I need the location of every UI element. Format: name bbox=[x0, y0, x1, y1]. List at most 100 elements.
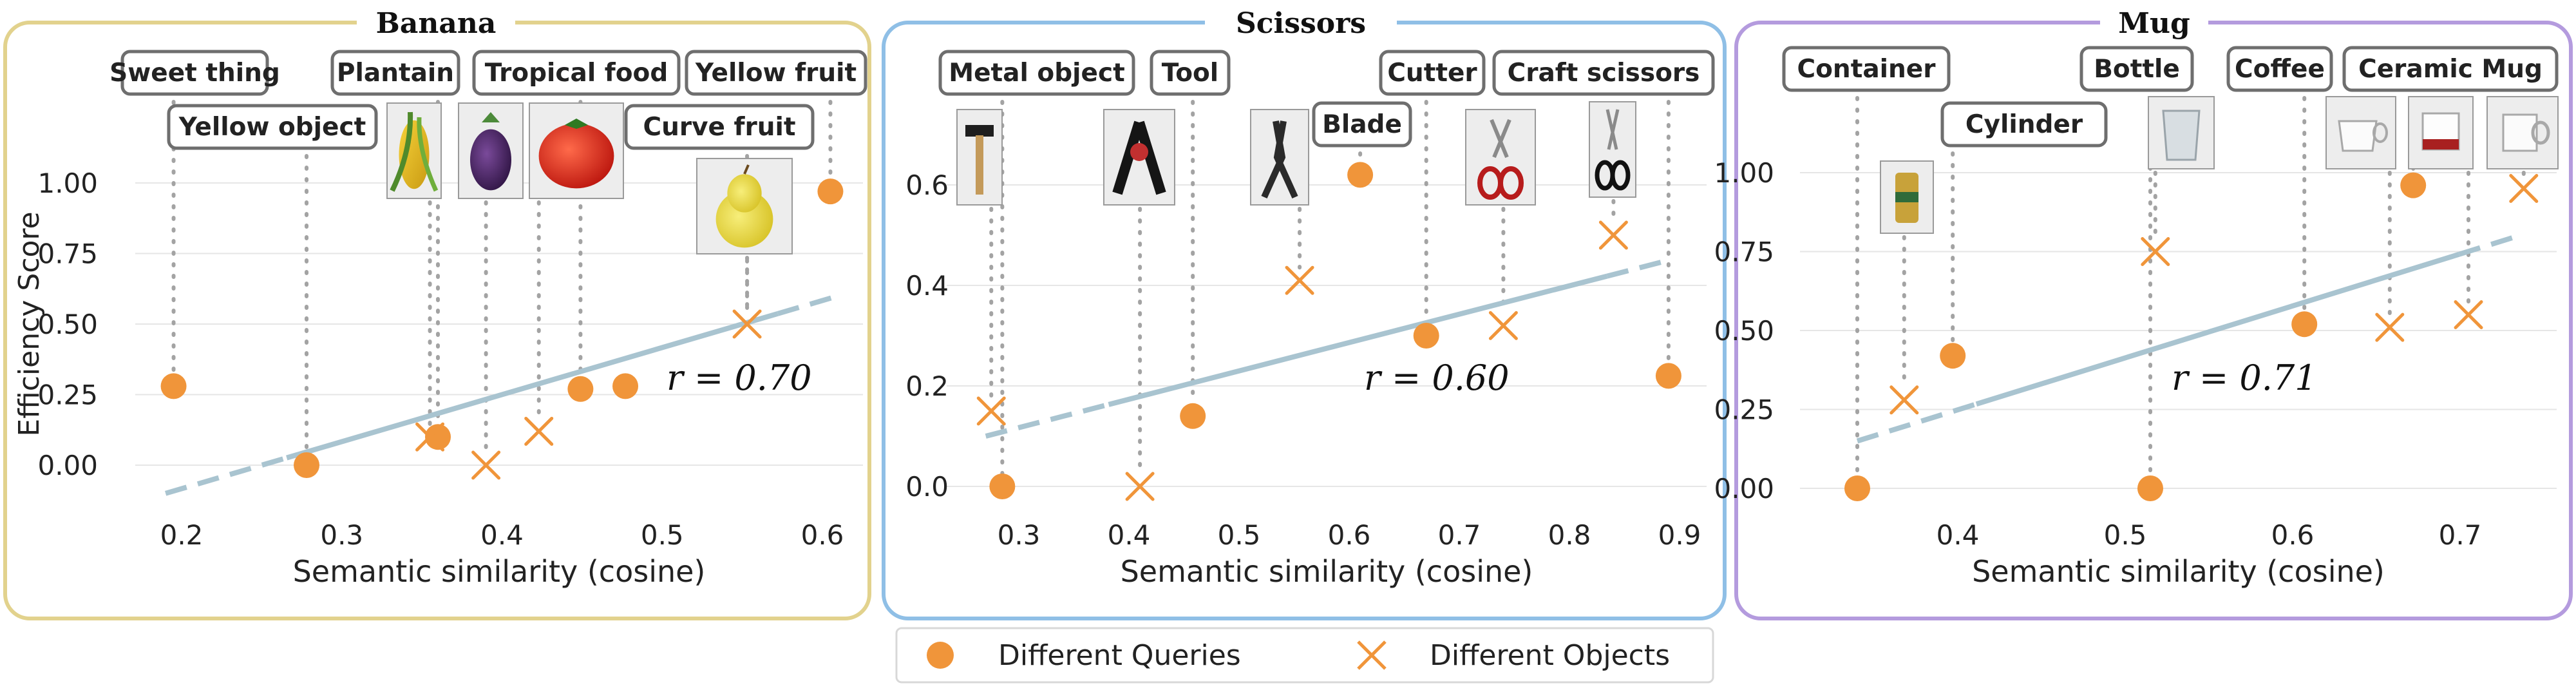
data-point-query bbox=[160, 373, 187, 399]
y-tick-label: 0.2 bbox=[905, 370, 949, 402]
data-point-query bbox=[1844, 475, 1870, 501]
annotation-cutter: Cutter bbox=[1379, 50, 1486, 96]
trend-line-dashed-start bbox=[164, 455, 288, 496]
annotation-label: Sweet thing bbox=[109, 59, 280, 88]
y-tick-label: 0.4 bbox=[905, 270, 949, 302]
correlation-label: r = 0.71 bbox=[2172, 358, 2317, 398]
y-tick-label: 0.0 bbox=[905, 471, 949, 503]
hammer-photo bbox=[956, 109, 1003, 206]
data-point-query bbox=[1180, 403, 1206, 429]
annotation-label: Blade bbox=[1322, 110, 1402, 139]
y-axis-label: Efficiency Score bbox=[13, 211, 46, 436]
x-axis-label: Semantic similarity (cosine) bbox=[1121, 554, 1533, 589]
clamp-photo bbox=[1103, 109, 1175, 206]
trend-line bbox=[286, 311, 779, 461]
white-mug-photo bbox=[2486, 96, 2559, 169]
x-tick-label: 0.5 bbox=[1218, 519, 1261, 551]
annotation-label: Craft scissors bbox=[1508, 59, 1700, 88]
x-tick-label: 0.2 bbox=[160, 519, 204, 551]
data-point-object bbox=[415, 422, 445, 452]
trend-line bbox=[1975, 251, 2460, 407]
trend-line-dashed-end bbox=[2458, 233, 2520, 257]
y-tick-label: 0.75 bbox=[1714, 236, 1774, 268]
data-point-query bbox=[1347, 162, 1374, 188]
trend-line-dashed-start bbox=[1856, 401, 1978, 444]
data-point-object bbox=[2141, 237, 2170, 266]
y-tick-label: 0.50 bbox=[37, 309, 98, 340]
data-point-object bbox=[2509, 174, 2539, 203]
can-photo bbox=[1880, 160, 1934, 234]
annotation-container: Container bbox=[1782, 46, 1951, 92]
data-point-query bbox=[294, 452, 320, 478]
panel-scissors: Scissors 0.0 0.2 0.4 0.6 0.3 0.4 0.5 0.6 0.7 0.8 0.… bbox=[882, 7, 1727, 620]
red-scissors-photo bbox=[1465, 109, 1536, 206]
x-tick-label: 0.4 bbox=[1108, 519, 1151, 551]
x-tick-label: 0.6 bbox=[801, 519, 844, 551]
data-point-query bbox=[1940, 343, 1966, 369]
eggplant-photo bbox=[458, 102, 524, 199]
data-point-query bbox=[2400, 172, 2427, 198]
annotation-label: Cylinder bbox=[1965, 110, 2083, 139]
annotation-blade: Blade bbox=[1312, 101, 1412, 148]
annotation-label: Cutter bbox=[1387, 59, 1477, 88]
annotation-label: Bottle bbox=[2094, 55, 2180, 84]
data-point-query bbox=[2291, 311, 2318, 338]
y-tick-label: 0.50 bbox=[1714, 315, 1774, 347]
data-point-query bbox=[2137, 475, 2163, 501]
annotation-yellow-object: Yellow object bbox=[167, 104, 378, 150]
x-tick-label: 0.5 bbox=[2104, 519, 2147, 551]
data-point-object bbox=[1488, 311, 1518, 340]
annotation-yellow-fruit: Yellow fruit bbox=[685, 50, 867, 96]
chart-title: Banana bbox=[376, 7, 497, 40]
data-point-object bbox=[1889, 385, 1919, 415]
annotation-plantain: Plantain bbox=[330, 50, 460, 96]
y-tick-label: 1.00 bbox=[1714, 157, 1774, 189]
tomato-photo bbox=[529, 102, 624, 199]
annotation-label: Plantain bbox=[337, 59, 454, 88]
corn-photo bbox=[386, 102, 442, 199]
data-point-query bbox=[612, 373, 639, 399]
x-axis-label: Semantic similarity (cosine) bbox=[293, 554, 706, 589]
x-tick-label: 0.7 bbox=[2439, 519, 2482, 551]
annotation-tool: Tool bbox=[1150, 50, 1231, 96]
black-scissors-photo bbox=[1589, 101, 1636, 198]
legend-label: Different Queries bbox=[998, 639, 1241, 672]
trend-line-dashed-end bbox=[777, 293, 840, 316]
annotation-sweet-thing: Sweet thing bbox=[109, 50, 280, 96]
annotation-curve-fruit: Curve fruit bbox=[624, 104, 815, 150]
annotation-label: Curve fruit bbox=[643, 113, 795, 142]
legend-cross-icon bbox=[1357, 640, 1387, 670]
x-tick-label: 0.6 bbox=[2271, 519, 2315, 551]
data-point-query bbox=[1413, 323, 1439, 349]
y-tick-label: 0.25 bbox=[37, 379, 98, 411]
annotation-label: Ceramic Mug bbox=[2358, 55, 2543, 84]
trend-line-dashed-end bbox=[1606, 258, 1669, 279]
x-axis-label: Semantic similarity (cosine) bbox=[1972, 554, 2385, 589]
x-tick-label: 0.5 bbox=[641, 519, 684, 551]
y-tick-label: 0.6 bbox=[905, 169, 949, 201]
red-mug-photo bbox=[2408, 96, 2474, 169]
y-tick-label: 0.75 bbox=[37, 238, 98, 270]
trend-line-dashed-start bbox=[985, 401, 1110, 439]
pliers-photo bbox=[1250, 109, 1309, 206]
data-point-query bbox=[425, 424, 451, 450]
annotation-craft-scissors: Craft scissors bbox=[1492, 50, 1715, 96]
data-point-query bbox=[817, 178, 844, 205]
x-tick-label: 0.3 bbox=[320, 519, 363, 551]
legend-label: Different Objects bbox=[1430, 639, 1670, 672]
annotation-label: Metal object bbox=[949, 59, 1124, 88]
x-tick-label: 0.4 bbox=[480, 519, 524, 551]
annotation-tropical-food: Tropical food bbox=[472, 50, 681, 96]
x-tick-label: 0.8 bbox=[1548, 519, 1591, 551]
annotation-label: Yellow object bbox=[178, 113, 366, 142]
annotation-label: Coffee bbox=[2235, 55, 2325, 84]
y-tick-label: 1.00 bbox=[37, 168, 98, 199]
data-point-object bbox=[1285, 265, 1314, 295]
annotation-label: Container bbox=[1797, 55, 1937, 84]
legend: Different Queries Different Objects bbox=[895, 627, 1714, 684]
panel-banana: Banana 0.00 0.25 0.50 0.75 1.00 0.2 0.3 0.4 0.5 0.… bbox=[3, 7, 871, 620]
data-point-query bbox=[989, 474, 1016, 499]
chart-title: Scissors bbox=[1236, 7, 1366, 40]
data-point-object bbox=[471, 450, 501, 480]
